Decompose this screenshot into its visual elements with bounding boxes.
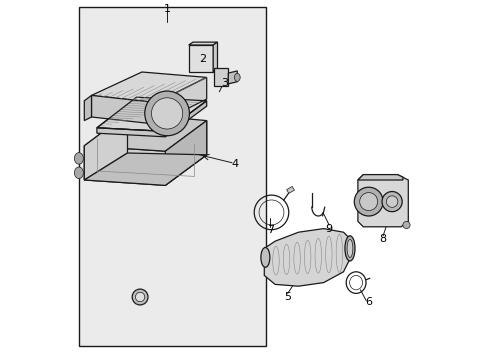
Circle shape <box>135 292 144 302</box>
Text: 4: 4 <box>231 159 239 169</box>
Polygon shape <box>84 121 206 185</box>
Polygon shape <box>97 128 165 137</box>
Polygon shape <box>84 153 206 185</box>
Bar <box>213 68 228 86</box>
Circle shape <box>151 98 183 129</box>
Ellipse shape <box>260 248 269 267</box>
Circle shape <box>386 196 397 207</box>
Circle shape <box>359 193 377 211</box>
Polygon shape <box>264 229 350 286</box>
Ellipse shape <box>234 73 240 81</box>
Polygon shape <box>91 72 206 103</box>
Polygon shape <box>84 113 206 151</box>
Text: 6: 6 <box>365 297 371 307</box>
Polygon shape <box>165 101 206 137</box>
Polygon shape <box>97 97 206 131</box>
Polygon shape <box>84 113 127 180</box>
Text: 9: 9 <box>325 224 332 234</box>
Bar <box>79 7 265 346</box>
Circle shape <box>402 221 409 229</box>
Text: 3: 3 <box>221 78 228 88</box>
Polygon shape <box>357 175 402 180</box>
Polygon shape <box>357 175 407 227</box>
Ellipse shape <box>74 153 83 164</box>
Circle shape <box>381 192 401 212</box>
Circle shape <box>132 289 148 305</box>
Text: 1: 1 <box>163 4 170 14</box>
Ellipse shape <box>74 167 83 179</box>
Text: 2: 2 <box>199 54 206 64</box>
Polygon shape <box>91 95 156 124</box>
Ellipse shape <box>346 239 352 257</box>
Ellipse shape <box>344 236 354 261</box>
Polygon shape <box>228 71 237 84</box>
Polygon shape <box>165 121 206 185</box>
Text: 8: 8 <box>379 234 386 244</box>
Text: 7: 7 <box>266 225 273 235</box>
Polygon shape <box>213 42 217 72</box>
Polygon shape <box>84 95 91 121</box>
Polygon shape <box>156 77 206 124</box>
Bar <box>188 45 213 72</box>
Text: 5: 5 <box>284 292 291 302</box>
Polygon shape <box>188 42 217 45</box>
Circle shape <box>144 91 189 136</box>
Bar <box>286 186 294 193</box>
Circle shape <box>354 187 382 216</box>
